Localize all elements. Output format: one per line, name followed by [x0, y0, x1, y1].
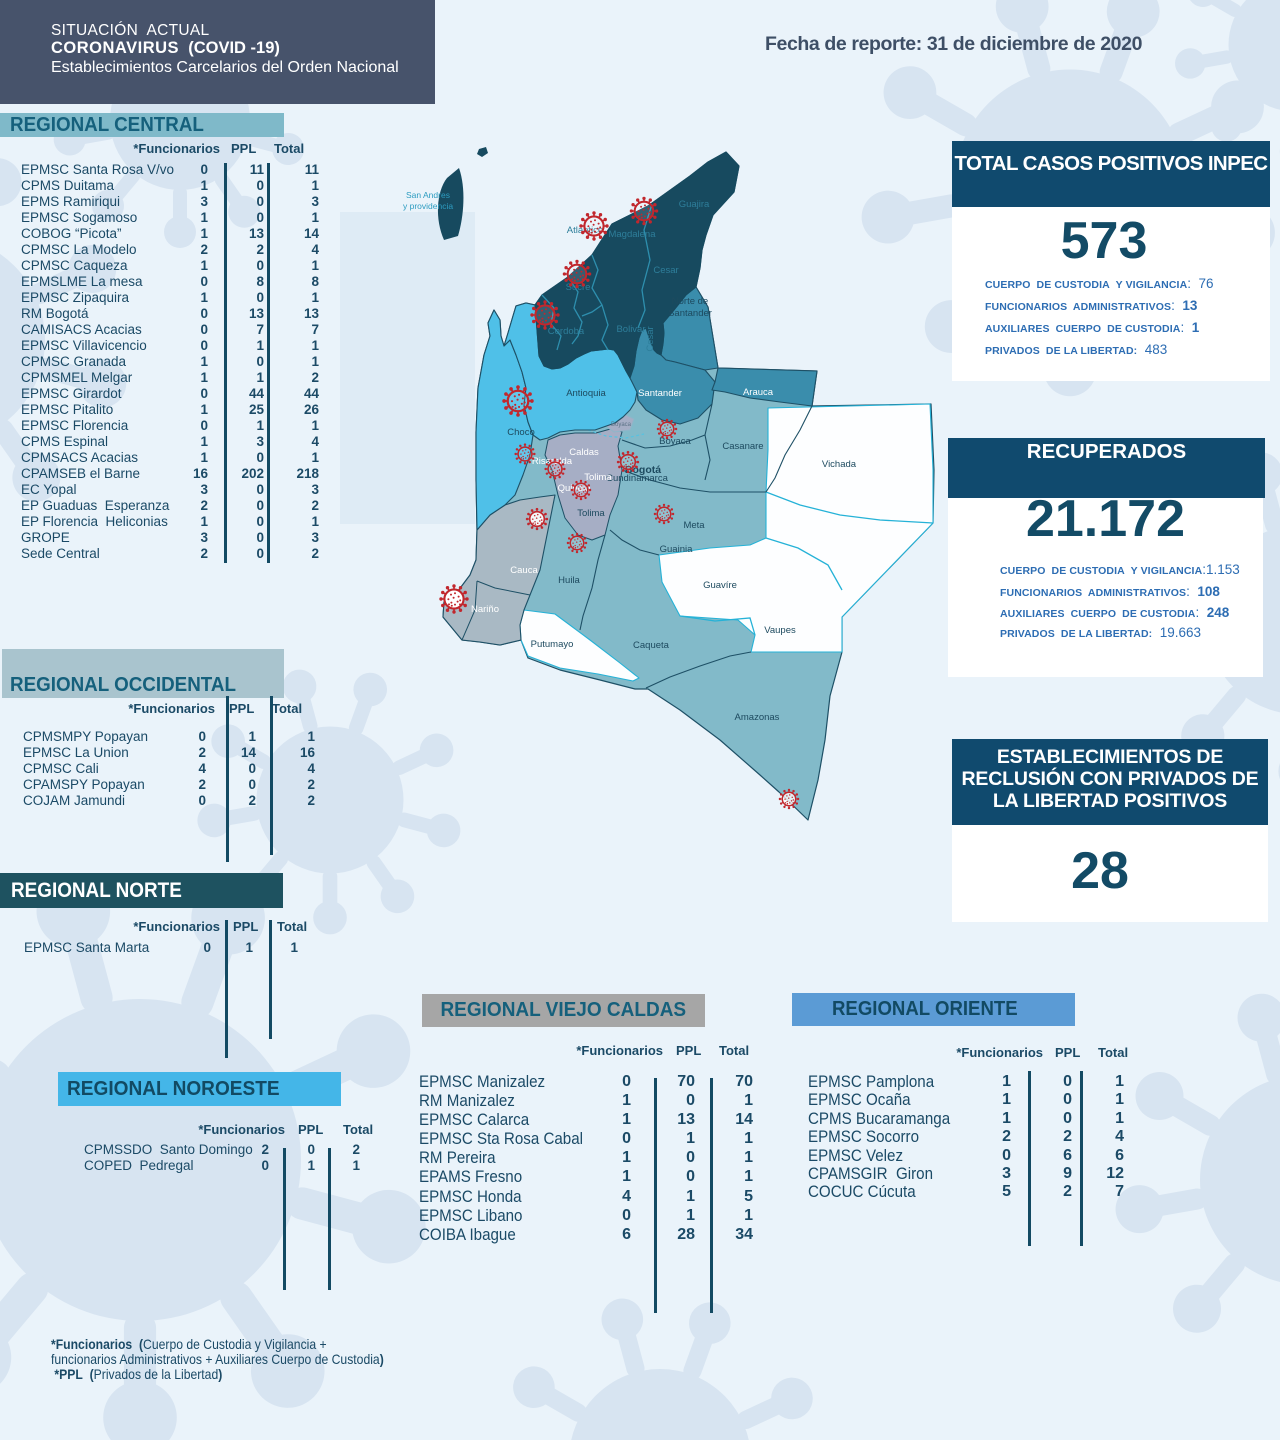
svg-text:Cauca: Cauca [510, 565, 538, 576]
svg-text:Vichada: Vichada [822, 459, 857, 470]
svg-text:Cundinamarca: Cundinamarca [606, 473, 668, 484]
svg-text:Caqueta: Caqueta [633, 640, 670, 651]
svg-text:San Andres: San Andres [406, 190, 450, 200]
svg-text:Boyaca: Boyaca [659, 436, 691, 447]
svg-text:Tolima: Tolima [577, 508, 605, 519]
svg-text:Choco: Choco [507, 427, 534, 438]
svg-text:Santander: Santander [638, 388, 682, 399]
svg-text:Magdalena: Magdalena [608, 229, 656, 240]
svg-text:Guajira: Guajira [679, 199, 710, 210]
svg-text:Vaupes: Vaupes [764, 625, 796, 636]
svg-text:Bolivar: Bolivar [616, 324, 645, 335]
svg-text:Guainia: Guainia [660, 544, 693, 555]
svg-text:Cesar: Cesar [653, 265, 678, 276]
svg-text:Boyaca: Boyaca [611, 422, 632, 428]
svg-text:Casanare: Casanare [722, 441, 763, 452]
svg-text:Amazonas: Amazonas [735, 712, 780, 723]
svg-text:Santander: Santander [668, 308, 712, 319]
svg-text:y providencia: y providencia [403, 201, 453, 211]
svg-text:Antioquia: Antioquia [566, 388, 606, 399]
svg-text:Arauca: Arauca [743, 387, 774, 398]
svg-text:Guavíre: Guavíre [703, 580, 737, 591]
svg-text:Meta: Meta [683, 520, 705, 531]
svg-text:Cordoba: Cordoba [548, 326, 585, 337]
svg-text:Caldas: Caldas [569, 447, 599, 458]
svg-text:Tolima: Tolima [584, 472, 612, 483]
svg-text:Huila: Huila [558, 575, 580, 586]
svg-text:Putumayo: Putumayo [531, 639, 574, 650]
svg-text:Nariño: Nariño [471, 604, 499, 615]
svg-text:Norte de: Norte de [672, 296, 708, 307]
svg-text:Cesar: Cesar [645, 326, 656, 351]
svg-text:Risaralda: Risaralda [532, 456, 573, 467]
